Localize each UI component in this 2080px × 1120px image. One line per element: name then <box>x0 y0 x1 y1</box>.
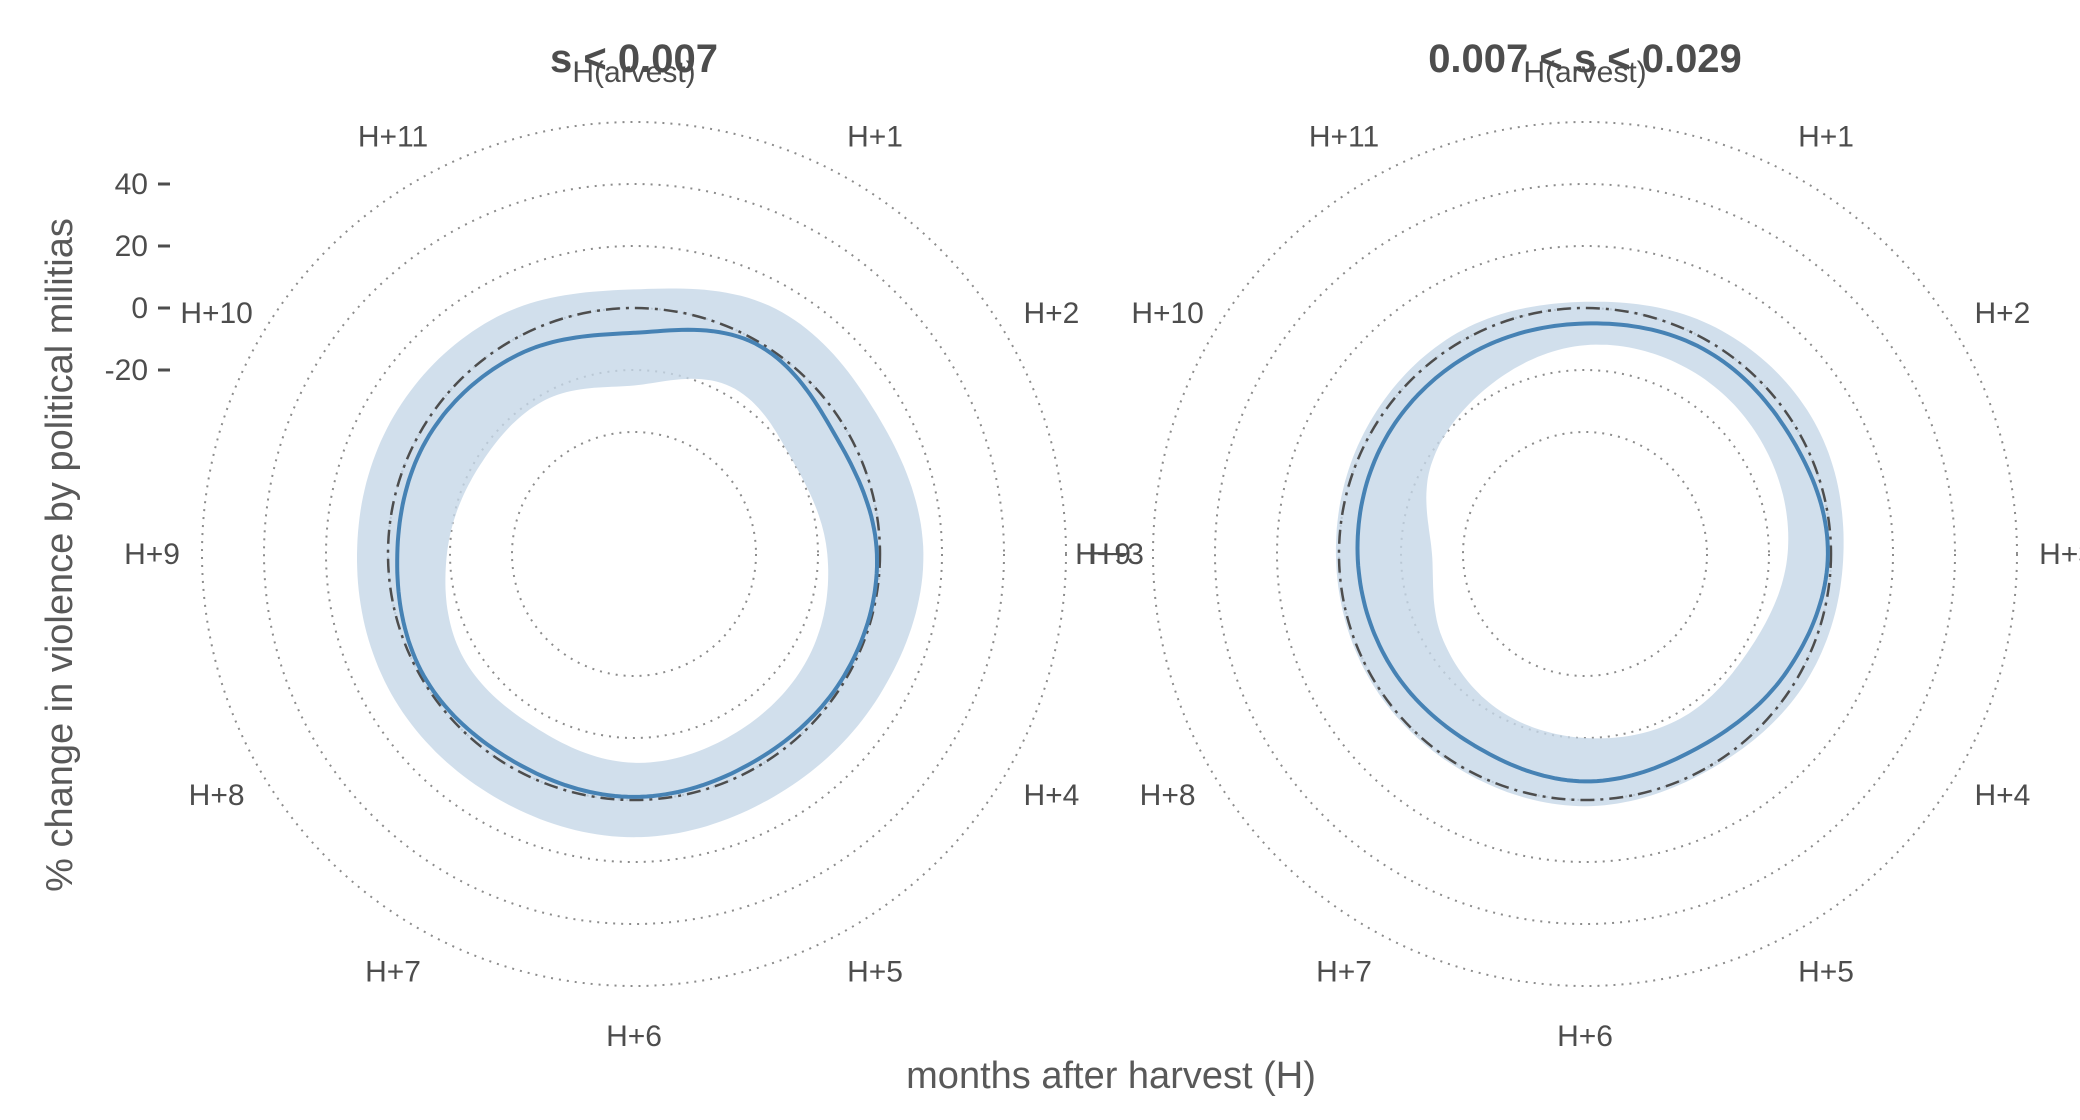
panel-title: s < 0.007 <box>550 37 718 81</box>
month-label: H+9 <box>124 538 180 571</box>
estimate-line <box>1355 321 1830 784</box>
grid-circle <box>449 369 819 739</box>
radial-tick-label: -20 <box>105 354 148 387</box>
grid-circle <box>201 121 1067 987</box>
month-label: H+2 <box>1974 297 2030 330</box>
month-label: H(arvest) <box>1523 56 1646 89</box>
month-label: H(arvest) <box>572 56 695 89</box>
grid-circle <box>1276 245 1894 863</box>
panel-title: 0.007 < s < 0.029 <box>1428 37 1742 81</box>
month-label: H+1 <box>1798 121 1854 154</box>
month-label: H+6 <box>606 1020 662 1053</box>
zero-reference-circle <box>386 306 882 802</box>
month-label: H+5 <box>1798 955 1854 988</box>
radial-tick-label: 0 <box>131 292 148 325</box>
grid-circle <box>1152 121 2018 987</box>
month-label: H+3 <box>1088 538 1144 571</box>
month-label: H+1 <box>847 121 903 154</box>
radial-axis: 40 20 0 -20 <box>105 168 170 387</box>
month-label: H+11 <box>1309 121 1379 154</box>
month-label: H+9 <box>1075 538 1131 571</box>
confidence-band <box>357 288 924 838</box>
radial-tick-label: 40 <box>115 168 148 201</box>
y-axis-title: % change in violence by political militi… <box>39 218 81 892</box>
month-label: H+7 <box>365 955 421 988</box>
month-label: H+4 <box>1974 779 2030 812</box>
month-label: H+7 <box>1316 955 1372 988</box>
month-label: H+10 <box>180 297 253 330</box>
grid-circle <box>1462 431 1708 677</box>
confidence-band <box>1335 301 1844 807</box>
month-label: H+10 <box>1131 297 1204 330</box>
grid-circle <box>263 183 1005 925</box>
grid-circle <box>1214 183 1956 925</box>
month-label: H+4 <box>1023 779 1079 812</box>
month-label: H+6 <box>1557 1020 1613 1053</box>
grid-circle <box>325 245 943 863</box>
month-label: H+8 <box>189 779 245 812</box>
grid-circle <box>511 431 757 677</box>
month-label: H+5 <box>847 955 903 988</box>
month-label: H+11 <box>358 121 428 154</box>
month-label: H+8 <box>1140 779 1196 812</box>
zero-reference-circle <box>1337 306 1833 802</box>
month-label: H+2 <box>1023 297 1079 330</box>
month-label: H+3 <box>2039 538 2080 571</box>
estimate-line <box>395 327 879 799</box>
x-axis-title: months after harvest (H) <box>906 1055 1316 1097</box>
radial-tick-label: 20 <box>115 230 148 263</box>
